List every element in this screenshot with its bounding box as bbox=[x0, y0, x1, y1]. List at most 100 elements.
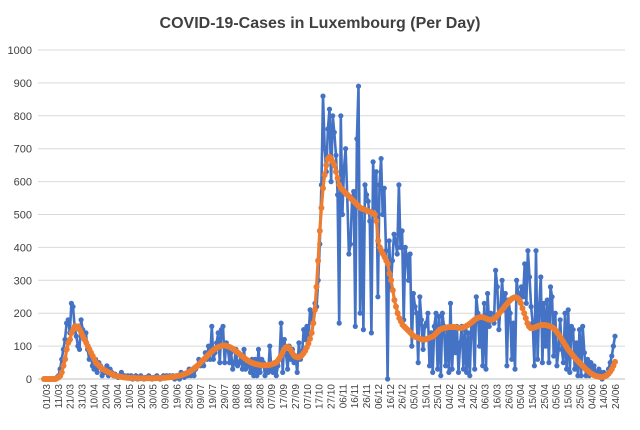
data-point bbox=[496, 327, 502, 333]
data-point bbox=[322, 146, 328, 152]
data-point bbox=[412, 304, 418, 310]
x-tick-label: 19/06 bbox=[172, 384, 183, 409]
data-point bbox=[320, 93, 326, 99]
data-point bbox=[494, 284, 500, 290]
data-point bbox=[473, 294, 479, 300]
data-point bbox=[355, 83, 362, 89]
y-tick-label: 200 bbox=[14, 308, 32, 320]
data-point bbox=[343, 146, 349, 152]
data-point bbox=[499, 277, 505, 283]
x-tick-label: 16/03 bbox=[492, 384, 503, 409]
x-tick-label: 10/04 bbox=[89, 384, 100, 409]
data-point bbox=[62, 356, 69, 363]
data-point bbox=[523, 300, 529, 306]
data-point bbox=[535, 356, 541, 362]
data-point bbox=[60, 362, 67, 369]
data-point bbox=[310, 320, 317, 327]
y-tick-label: 500 bbox=[14, 210, 32, 222]
data-point bbox=[407, 251, 413, 257]
x-tick-label: 26/03 bbox=[504, 384, 515, 409]
data-point bbox=[302, 336, 308, 343]
data-point bbox=[209, 323, 215, 329]
data-point bbox=[331, 162, 338, 169]
y-tick-label: 700 bbox=[14, 144, 32, 156]
data-point bbox=[373, 218, 380, 225]
data-point bbox=[325, 126, 331, 132]
x-tick-label: 27/10 bbox=[327, 384, 338, 409]
data-point bbox=[316, 227, 323, 234]
data-point bbox=[360, 327, 366, 333]
data-point bbox=[210, 356, 216, 362]
data-point bbox=[362, 182, 368, 188]
series-layer bbox=[41, 83, 618, 382]
data-point bbox=[464, 369, 470, 375]
x-tick-label: 17/10 bbox=[315, 384, 326, 409]
x-tick-label: 25/05 bbox=[575, 384, 586, 409]
data-point bbox=[94, 369, 100, 375]
data-point bbox=[438, 373, 444, 379]
data-point bbox=[572, 366, 578, 372]
x-axis-tick-labels: 01/03 11/03 21/03 31/03 10/04 20/04 30/04 10/05… bbox=[42, 384, 622, 409]
data-point bbox=[311, 306, 318, 313]
data-point bbox=[538, 274, 544, 280]
data-point bbox=[386, 270, 393, 277]
data-point bbox=[63, 346, 70, 353]
data-point bbox=[559, 346, 565, 352]
data-point bbox=[510, 320, 516, 326]
x-tick-label: 06/12 bbox=[374, 384, 385, 409]
data-point bbox=[552, 310, 558, 316]
data-point bbox=[526, 274, 533, 280]
data-point bbox=[372, 205, 378, 211]
data-point bbox=[476, 343, 483, 349]
y-tick-label: 800 bbox=[14, 111, 32, 123]
data-point bbox=[588, 360, 594, 366]
x-tick-label: 07/09 bbox=[267, 384, 278, 409]
data-point bbox=[443, 363, 449, 369]
data-point bbox=[612, 333, 618, 339]
data-point bbox=[457, 340, 463, 346]
data-point bbox=[417, 294, 423, 300]
data-point bbox=[591, 363, 597, 369]
x-tick-label: 05/01 bbox=[409, 384, 420, 409]
data-point bbox=[352, 323, 358, 329]
x-tick-label: 15/05 bbox=[564, 384, 575, 409]
data-point bbox=[241, 346, 247, 352]
data-point bbox=[391, 231, 397, 237]
data-point bbox=[522, 261, 528, 267]
data-point bbox=[255, 346, 262, 352]
data-point bbox=[357, 310, 363, 316]
data-point bbox=[415, 360, 421, 366]
data-point bbox=[528, 304, 534, 310]
data-point bbox=[365, 198, 371, 204]
data-point bbox=[525, 248, 531, 254]
x-tick-label: 31/03 bbox=[78, 384, 89, 409]
data-point bbox=[307, 307, 313, 313]
data-point bbox=[502, 290, 508, 297]
data-point bbox=[449, 366, 455, 372]
data-point bbox=[386, 238, 392, 244]
data-point bbox=[118, 369, 124, 375]
x-tick-label: 06/03 bbox=[481, 384, 492, 409]
data-point bbox=[447, 300, 454, 306]
data-point bbox=[330, 113, 336, 119]
data-point bbox=[612, 358, 618, 365]
data-point bbox=[380, 211, 386, 218]
data-point bbox=[565, 307, 571, 313]
data-point bbox=[433, 310, 439, 316]
data-point bbox=[518, 284, 525, 290]
data-point bbox=[215, 330, 221, 336]
x-tick-label: 26/11 bbox=[362, 384, 373, 409]
data-point bbox=[488, 310, 494, 316]
data-point bbox=[465, 330, 471, 336]
x-tick-label: 09/07 bbox=[196, 384, 207, 409]
data-point bbox=[375, 294, 381, 300]
data-point bbox=[610, 343, 617, 349]
data-point bbox=[562, 310, 568, 316]
data-point bbox=[339, 211, 345, 218]
data-point bbox=[285, 366, 291, 372]
x-tick-label: 20/05 bbox=[137, 384, 148, 409]
y-axis-tick-labels: 0 100 200 300 400 500 600 700 800 900 1000 bbox=[8, 45, 32, 386]
data-point bbox=[394, 310, 401, 317]
data-point bbox=[539, 360, 546, 366]
data-point bbox=[493, 267, 499, 273]
